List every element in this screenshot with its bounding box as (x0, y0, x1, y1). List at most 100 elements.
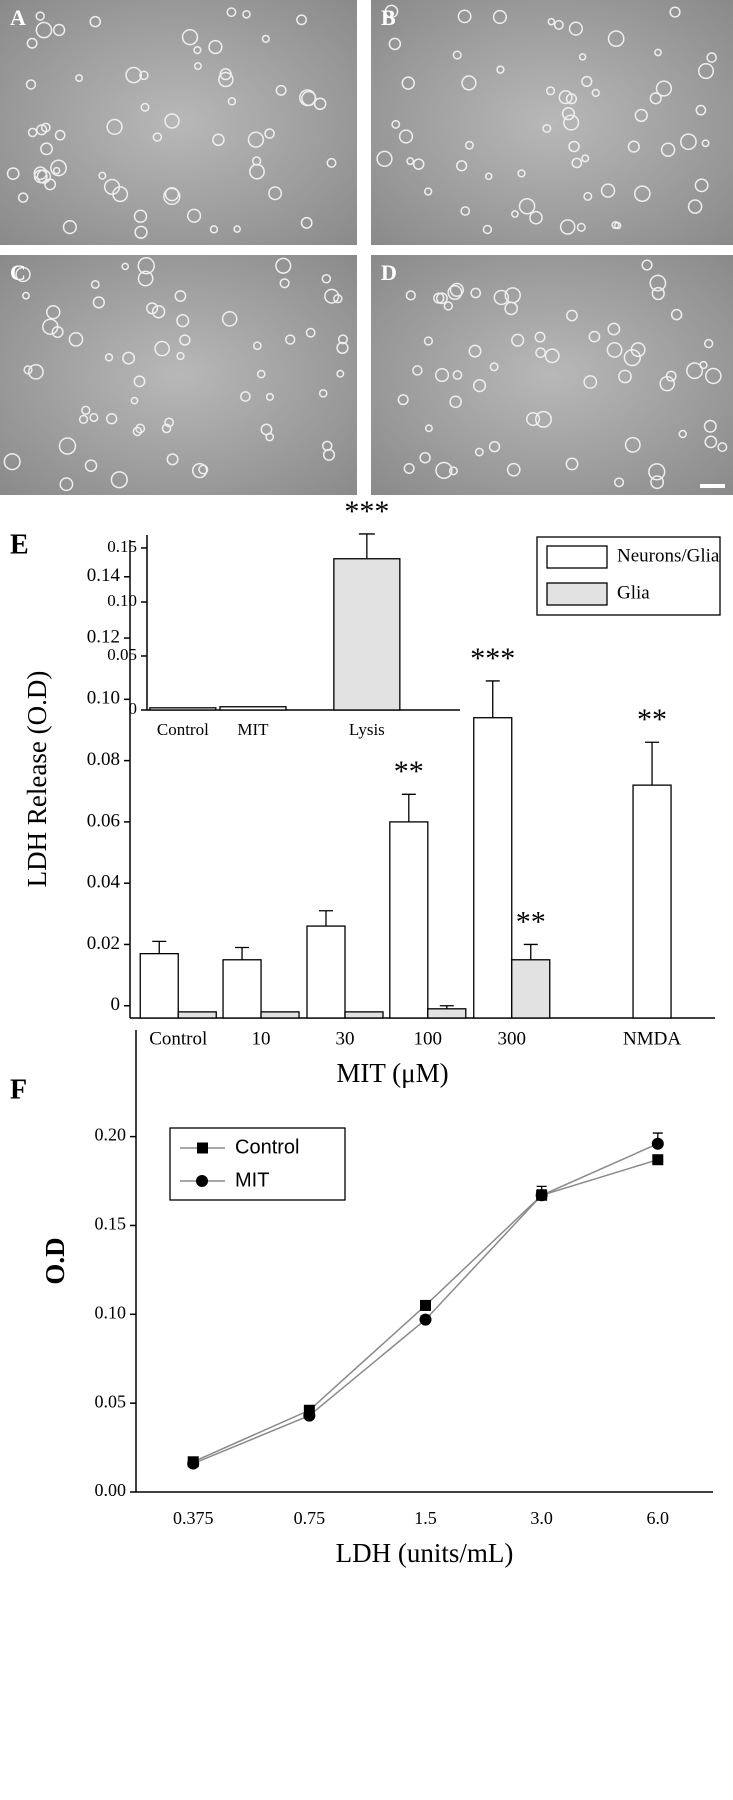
cell (176, 351, 185, 361)
cell (581, 75, 593, 88)
cell (33, 166, 48, 181)
cell (553, 19, 564, 30)
cell (52, 166, 61, 175)
bar (222, 959, 262, 1019)
cell (300, 216, 313, 229)
panel-label: C (10, 260, 26, 285)
cell (452, 50, 462, 60)
cell (529, 210, 543, 225)
cell (89, 15, 102, 28)
cell (36, 124, 48, 136)
y-tick-label: 0.12 (87, 626, 120, 647)
x-tick-label: 0.75 (294, 1508, 326, 1528)
cell (26, 37, 38, 49)
cell (624, 436, 641, 453)
y-tick-label: 0.00 (95, 1480, 127, 1500)
cell (296, 14, 307, 26)
legend-label: Control (235, 1136, 299, 1158)
x-tick-label: 30 (336, 1028, 355, 1049)
cell (208, 39, 223, 55)
cell (607, 322, 621, 336)
y-tick-label: 0.10 (87, 688, 120, 709)
cell (284, 334, 296, 345)
micrograph (371, 0, 733, 245)
x-tick-label: 100 (414, 1028, 443, 1049)
cell (465, 140, 474, 150)
cell (694, 178, 709, 193)
cell (212, 133, 225, 147)
cell (110, 471, 128, 489)
y-tick-label: 0.14 (87, 565, 121, 586)
cell (699, 360, 708, 370)
cell (50, 159, 67, 177)
cell (179, 334, 191, 346)
cell (468, 344, 482, 358)
legend-label: Glia (617, 582, 650, 603)
cell (461, 75, 477, 91)
cell (132, 426, 143, 437)
cell (669, 6, 681, 18)
cell (336, 341, 349, 354)
significance: ** (637, 703, 667, 736)
cell (40, 142, 53, 156)
cell (84, 459, 98, 472)
cell (424, 424, 433, 433)
cell (3, 453, 21, 471)
cell (535, 347, 546, 359)
cell (52, 23, 66, 37)
cell (133, 209, 148, 224)
significance: ** (394, 755, 424, 788)
cell (17, 192, 29, 203)
cell (28, 363, 44, 380)
panel-label: E (10, 529, 29, 560)
cell (568, 21, 583, 36)
error-bar (439, 1005, 454, 1009)
cell (260, 423, 273, 436)
cell (687, 199, 703, 214)
cell (614, 477, 625, 488)
cell (326, 157, 337, 168)
cell (611, 221, 620, 230)
cell (449, 282, 464, 298)
cell (435, 292, 448, 305)
cell (242, 9, 251, 19)
cell (534, 331, 546, 343)
x-tick-label: Control (149, 1028, 207, 1049)
y-axis-title: LDH Release (O.D) (22, 671, 52, 888)
cell (650, 475, 665, 490)
cell (78, 414, 89, 425)
cell (484, 172, 493, 181)
cell (678, 429, 687, 439)
cell (186, 208, 202, 223)
cell (517, 169, 526, 178)
x-tick-label: 0.375 (173, 1508, 214, 1528)
cell (275, 84, 287, 96)
cell (526, 412, 541, 427)
cell (75, 74, 84, 82)
cell (305, 327, 316, 338)
bar (511, 959, 551, 1019)
x-tick-label: NMDA (623, 1028, 681, 1049)
cell (412, 365, 423, 376)
cell (412, 158, 425, 170)
y-tick-label: 0.06 (87, 810, 120, 831)
y-tick-label: 0.05 (107, 645, 137, 664)
significance: *** (344, 495, 389, 528)
cell (649, 92, 662, 105)
cell (405, 290, 416, 301)
cell (705, 367, 722, 385)
cell (566, 309, 578, 322)
error-bar (319, 910, 333, 927)
cell (460, 206, 471, 216)
cell (558, 90, 573, 105)
cell (81, 405, 91, 415)
cell (164, 417, 175, 428)
cell (633, 185, 651, 203)
cell (161, 423, 172, 434)
cell (261, 34, 270, 43)
cell (717, 442, 728, 453)
cell (181, 28, 199, 46)
cell (134, 225, 148, 239)
cell (482, 224, 493, 235)
panel-label: A (10, 5, 26, 30)
